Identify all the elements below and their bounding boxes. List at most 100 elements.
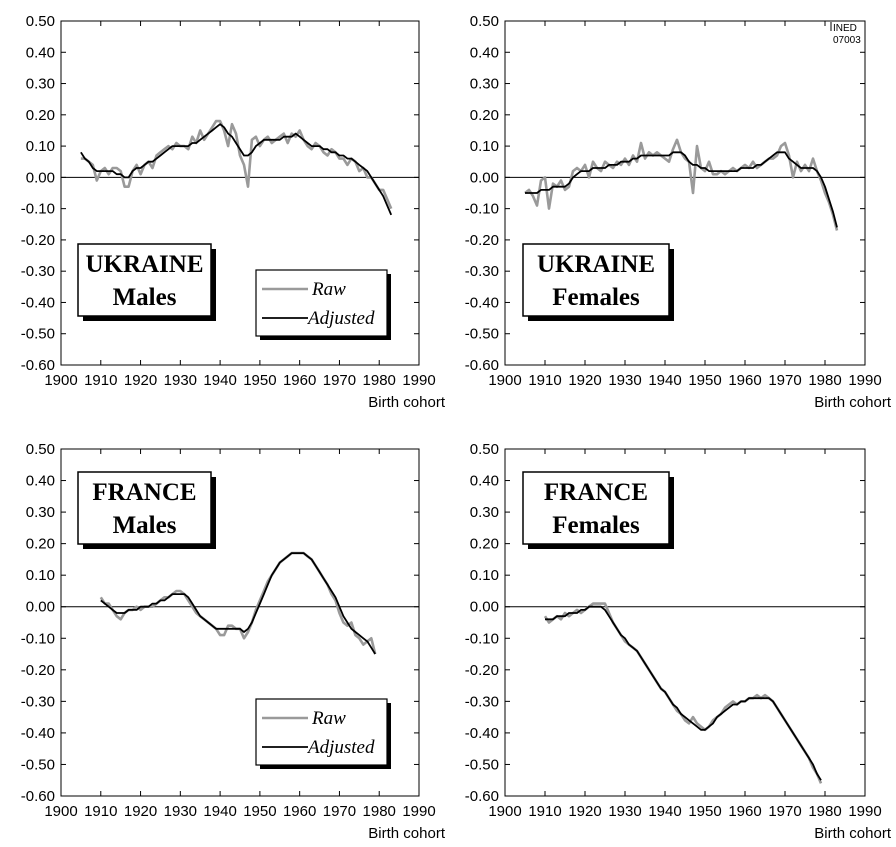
x-tick-label: 1940 <box>203 803 236 820</box>
series-line-raw <box>99 551 377 655</box>
y-tick-label: -0.10 <box>21 201 55 218</box>
x-tick-label: 1910 <box>528 803 561 820</box>
credit-line-1: INED <box>833 23 857 34</box>
y-tick-label: 0.30 <box>26 504 55 521</box>
y-tick-label: 0.10 <box>26 138 55 155</box>
x-tick-label: 1980 <box>363 803 396 820</box>
box-frame <box>522 243 670 317</box>
plot-frame <box>504 448 866 797</box>
y-tick-label: -0.20 <box>465 662 499 679</box>
y-tick-label: 0.10 <box>470 567 499 584</box>
y-tick-label: 0.30 <box>26 76 55 93</box>
credit-line-2: 07003 <box>833 35 861 46</box>
y-tick-label: -0.60 <box>21 357 55 374</box>
x-tick-label: 1970 <box>323 803 356 820</box>
x-tick-label: 1970 <box>768 803 801 820</box>
x-tick-label: 1950 <box>688 803 721 820</box>
y-tick-label: 0.50 <box>26 13 55 30</box>
box-frame <box>77 471 212 545</box>
series-line-raw <box>543 602 823 784</box>
country-title: UKRAINE <box>85 251 203 278</box>
legend: Raw Adjusted <box>255 269 391 340</box>
x-tick-label: 1930 <box>608 803 641 820</box>
x-axis-label: Birth cohort <box>814 394 892 411</box>
y-tick-label: 0.20 <box>470 536 499 553</box>
y-tick-label: -0.50 <box>465 756 499 773</box>
x-tick-label: 1920 <box>568 803 601 820</box>
y-tick-label: 0.20 <box>26 107 55 124</box>
x-tick-label: 1960 <box>283 372 316 389</box>
country-title: UKRAINE <box>537 251 655 278</box>
series-line-adjusted <box>545 605 822 781</box>
y-tick-label: -0.60 <box>465 357 499 374</box>
legend-frame <box>255 698 388 766</box>
x-tick-label: 1980 <box>363 372 396 389</box>
y-tick-label: -0.20 <box>465 232 499 249</box>
y-tick-label: 0.50 <box>470 441 499 458</box>
x-tick-label: 1930 <box>164 803 197 820</box>
y-tick-label: -0.10 <box>465 630 499 647</box>
y-tick-label: -0.50 <box>21 756 55 773</box>
country-title: FRANCE <box>92 479 196 506</box>
legend-label-adjusted: Adjusted <box>306 308 375 329</box>
x-tick-label: 1940 <box>203 372 236 389</box>
chart-panel-bottom-left: 0.50 0.40 0.30 0.20 0.10 0.00 -0.10 -0.20 -0.30 -… <box>21 441 446 842</box>
x-tick-label: 1910 <box>84 372 117 389</box>
series-line-adjusted <box>525 151 838 228</box>
y-tick-label: 0.00 <box>26 169 55 186</box>
y-tick-label: 0.00 <box>470 169 499 186</box>
x-tick-label: 1910 <box>84 803 117 820</box>
x-axis-label: Birth cohort <box>814 825 892 842</box>
y-tick-label: -0.40 <box>21 725 55 742</box>
y-tick-label: -0.30 <box>21 693 55 710</box>
y-tick-label: -0.30 <box>21 263 55 280</box>
y-tick-label: -0.40 <box>465 294 499 311</box>
y-tick-label: 0.20 <box>470 107 499 124</box>
x-tick-label: 1960 <box>728 372 761 389</box>
country-sex-box: UKRAINE Females <box>522 243 674 321</box>
series-line-raw <box>80 119 393 210</box>
country-sex-box: UKRAINE Males <box>77 243 216 321</box>
y-tick-label: 0.50 <box>470 13 499 30</box>
y-tick-label: -0.20 <box>21 662 55 679</box>
y-tick-label: 0.40 <box>470 473 499 490</box>
x-tick-label: 1950 <box>688 372 721 389</box>
sex-title: Males <box>113 284 177 311</box>
y-tick-label: -0.60 <box>21 788 55 805</box>
x-tick-label: 1960 <box>728 803 761 820</box>
x-tick-label: 1900 <box>44 803 77 820</box>
y-tick-label: -0.50 <box>21 326 55 343</box>
x-tick-label: 1920 <box>124 803 157 820</box>
chart-panel-top-right: 0.50 0.40 0.30 0.20 0.10 0.00 -0.10 -0.20 -0.30 -… <box>465 13 892 411</box>
y-tick-label: -0.20 <box>21 232 55 249</box>
y-tick-label: 0.20 <box>26 536 55 553</box>
x-tick-label: 1900 <box>488 372 521 389</box>
y-tick-label: -0.30 <box>465 263 499 280</box>
box-frame <box>522 471 670 545</box>
sex-title: Females <box>552 512 640 539</box>
y-tick-label: -0.10 <box>21 630 55 647</box>
y-tick-label: 0.00 <box>26 599 55 616</box>
x-tick-label: 1970 <box>768 372 801 389</box>
y-tick-label: -0.30 <box>465 693 499 710</box>
y-tick-label: -0.40 <box>21 294 55 311</box>
chart-panel-bottom-right: 0.50 0.40 0.30 0.20 0.10 0.00 -0.10 -0.20 -0.30 -… <box>465 441 892 842</box>
y-tick-label: 0.40 <box>470 44 499 61</box>
series-line-adjusted <box>80 123 393 216</box>
x-tick-label: 1980 <box>808 372 841 389</box>
plot-frame <box>60 448 420 797</box>
x-tick-label: 1980 <box>808 803 841 820</box>
y-tick-label: 0.40 <box>26 473 55 490</box>
x-tick-label: 1920 <box>124 372 157 389</box>
x-tick-label: 1990 <box>402 803 435 820</box>
sex-title: Males <box>113 512 177 539</box>
x-tick-label: 1970 <box>323 372 356 389</box>
x-tick-label: 1950 <box>243 803 276 820</box>
y-tick-label: 0.50 <box>26 441 55 458</box>
ined-credit: INED 07003 <box>830 22 861 46</box>
x-tick-label: 1920 <box>568 372 601 389</box>
x-tick-label: 1960 <box>283 803 316 820</box>
y-tick-label: 0.00 <box>470 599 499 616</box>
plot-frame <box>504 20 866 366</box>
